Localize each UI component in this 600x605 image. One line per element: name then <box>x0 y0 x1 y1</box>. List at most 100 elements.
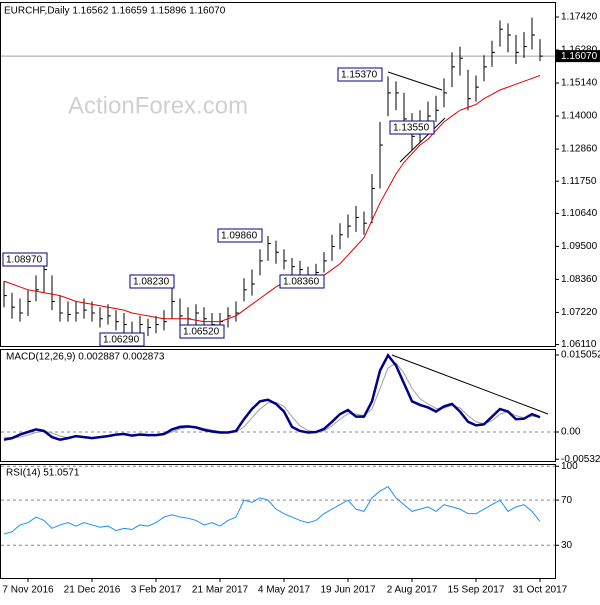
y-tick-label: 1.11750 <box>561 176 597 187</box>
price-bar <box>139 315 143 334</box>
y-tick-label: 100 <box>561 461 578 472</box>
last-price-box <box>556 50 600 63</box>
price-bar <box>283 249 287 270</box>
macd-panel-frame <box>0 349 556 462</box>
price-bar <box>43 261 47 293</box>
annotation: 1.06290 <box>103 335 140 346</box>
price-bar <box>467 69 471 111</box>
annotation: 1.08360 <box>283 277 320 288</box>
price-bar <box>435 95 439 122</box>
x-tick-label: 19 Jun 2017 <box>320 585 375 596</box>
price-bar <box>275 240 279 264</box>
y-tick-label: 1.07220 <box>561 307 598 318</box>
y-tick-label: 0.00 <box>561 427 581 438</box>
annotation-box <box>337 67 383 82</box>
price-bar <box>483 55 487 82</box>
price-bar <box>523 32 527 59</box>
y-tick-label: 1.08360 <box>561 274 598 285</box>
y-tick-label: 1.10640 <box>561 208 598 219</box>
annotation-box <box>129 274 175 289</box>
rsi-line <box>3 485 541 535</box>
price-bar <box>123 312 127 334</box>
price-bar <box>147 318 151 337</box>
annotation-box <box>2 252 48 267</box>
y-tick-label: 1.17420 <box>561 12 598 23</box>
x-tick-label: 21 Dec 2016 <box>64 585 121 596</box>
price-bar <box>395 81 399 111</box>
price-bar <box>291 257 295 276</box>
x-tick-label: 7 Nov 2016 <box>2 585 54 596</box>
price-bar <box>75 301 79 322</box>
annotation: 1.08970 <box>6 255 43 266</box>
x-tick-label: 2 Aug 2017 <box>387 585 438 596</box>
price-bar <box>227 307 231 328</box>
y-tick-label: 0.015052 <box>561 350 600 361</box>
price-panel-frame <box>0 2 556 347</box>
annotation: 1.13550 <box>393 123 430 134</box>
price-bar <box>195 304 199 325</box>
price-bar <box>459 46 463 76</box>
price-bar <box>155 315 159 334</box>
trend-line <box>391 354 549 415</box>
price-bar <box>19 298 23 322</box>
price-bar <box>323 252 327 273</box>
annotation-box <box>279 274 325 289</box>
moving-average <box>3 75 541 323</box>
annotation-box <box>179 324 225 339</box>
annotation: 1.09860 <box>221 231 258 242</box>
y-tick-label: 30 <box>561 540 573 551</box>
x-tick-label: 31 Oct 2017 <box>513 585 568 596</box>
x-tick-label: 4 May 2017 <box>258 585 311 596</box>
price-bar <box>259 249 263 276</box>
price-bar <box>491 40 495 67</box>
x-tick-label: 15 Sep 2017 <box>448 585 505 596</box>
price-bar <box>163 310 167 331</box>
price-title: EURCHF,Daily 1.16562 1.16659 1.15896 1.1… <box>4 6 226 17</box>
price-bar <box>11 292 15 319</box>
price-bar <box>451 52 455 88</box>
price-bar <box>475 75 479 102</box>
price-bar <box>203 307 207 328</box>
y-tick-label: 1.12860 <box>561 144 598 155</box>
rsi-title: RSI(14) 51.0571 <box>6 468 80 479</box>
trend-line <box>399 117 446 163</box>
price-bar <box>83 298 87 319</box>
annotation-box <box>217 228 263 243</box>
price-bar <box>59 295 63 322</box>
price-bar <box>171 283 175 319</box>
annotation: 1.06520 <box>183 327 220 338</box>
price-bar <box>363 211 367 235</box>
trend-line <box>387 71 443 91</box>
price-bar <box>51 275 55 311</box>
price-bar <box>371 173 375 224</box>
price-bar <box>251 269 255 296</box>
last-price-label: 1.16070 <box>561 51 598 62</box>
price-bar <box>347 214 351 238</box>
price-bar <box>515 34 519 64</box>
watermark: ActionForex.com <box>68 92 248 119</box>
price-bar <box>99 307 103 328</box>
price-bar <box>443 78 447 108</box>
y-tick-label: 1.06110 <box>561 339 597 350</box>
y-tick-label: 1.15140 <box>561 78 598 89</box>
annotation: 1.15370 <box>341 70 378 81</box>
price-bar <box>179 298 183 325</box>
price-bar <box>243 278 247 302</box>
price-bar <box>499 20 503 47</box>
rsi-panel-frame <box>0 464 556 579</box>
y-tick-label: 70 <box>561 495 573 506</box>
price-bar <box>507 23 511 53</box>
price-bar <box>115 310 119 331</box>
price-bar <box>35 275 39 302</box>
price-bar <box>339 223 343 250</box>
macd-title: MACD(12,26,9) 0.002887 0.002873 <box>6 352 165 363</box>
y-tick-label: 1.09500 <box>561 241 598 252</box>
x-tick-label: 21 Mar 2017 <box>192 585 249 596</box>
annotation-box <box>389 120 435 135</box>
x-tick-label: 3 Feb 2017 <box>131 585 182 596</box>
price-bar <box>3 281 7 308</box>
price-bar <box>235 301 239 322</box>
annotation: 1.08230 <box>133 277 170 288</box>
